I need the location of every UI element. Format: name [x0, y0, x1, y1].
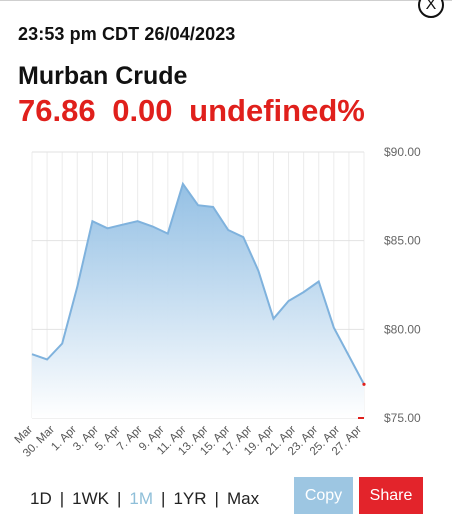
- range-selector: 1D | 1WK | 1M | 1YR | Max: [30, 489, 259, 509]
- data-point: [212, 206, 214, 208]
- y-tick-label: $85.00: [384, 234, 421, 248]
- price-line-series: [31, 181, 365, 385]
- data-point: [287, 300, 289, 302]
- data-point: [152, 225, 154, 227]
- data-point: [136, 220, 138, 222]
- price-area: [32, 183, 364, 418]
- data-point: [318, 280, 320, 282]
- data-point: [227, 229, 229, 231]
- range-1d[interactable]: 1D: [30, 489, 52, 508]
- price-line: 76.86 0.00 undefined%: [18, 93, 365, 129]
- y-tick-label: $90.00: [384, 145, 421, 159]
- data-points: [31, 183, 366, 419]
- data-point: [302, 291, 304, 293]
- copy-button[interactable]: Copy: [294, 477, 353, 514]
- range-separator: |: [59, 489, 65, 508]
- data-point: [242, 236, 244, 238]
- data-point: [106, 227, 108, 229]
- range-max[interactable]: Max: [226, 489, 260, 508]
- data-point: [31, 353, 33, 355]
- data-point: [121, 224, 123, 226]
- price-change-percent: undefined%: [189, 93, 365, 128]
- data-point: [46, 358, 48, 360]
- data-point: [61, 342, 63, 344]
- instrument-title: Murban Crude: [18, 62, 188, 90]
- data-point: [362, 382, 366, 386]
- top-divider: [0, 0, 452, 1]
- range-1wk[interactable]: 1WK: [72, 489, 109, 508]
- price-value: 76.86: [18, 93, 96, 128]
- data-point: [348, 355, 350, 357]
- data-point: [333, 326, 335, 328]
- y-tick-label: $80.00: [384, 322, 421, 336]
- data-point: [91, 220, 93, 222]
- data-point: [197, 204, 199, 206]
- timestamp: 23:53 pm CDT 26/04/2023: [18, 24, 236, 44]
- data-point: [272, 317, 274, 319]
- close-icon: X: [425, 0, 437, 13]
- range-separator: |: [161, 489, 166, 508]
- price-change: 0.00: [112, 93, 173, 128]
- y-tick-label: $75.00: [384, 411, 421, 425]
- data-point: [76, 286, 78, 288]
- data-point: [167, 232, 169, 234]
- range-1m[interactable]: 1M: [129, 489, 154, 508]
- y-axis-labels: $75.00 $80.00 $85.00 $90.00: [384, 145, 421, 425]
- share-button[interactable]: Share: [359, 477, 423, 514]
- range-1yr[interactable]: 1YR: [173, 489, 207, 508]
- data-point: [182, 183, 184, 185]
- close-button[interactable]: X: [418, 0, 444, 18]
- range-separator: |: [214, 489, 219, 508]
- data-point: [257, 270, 259, 272]
- range-separator: |: [117, 489, 122, 508]
